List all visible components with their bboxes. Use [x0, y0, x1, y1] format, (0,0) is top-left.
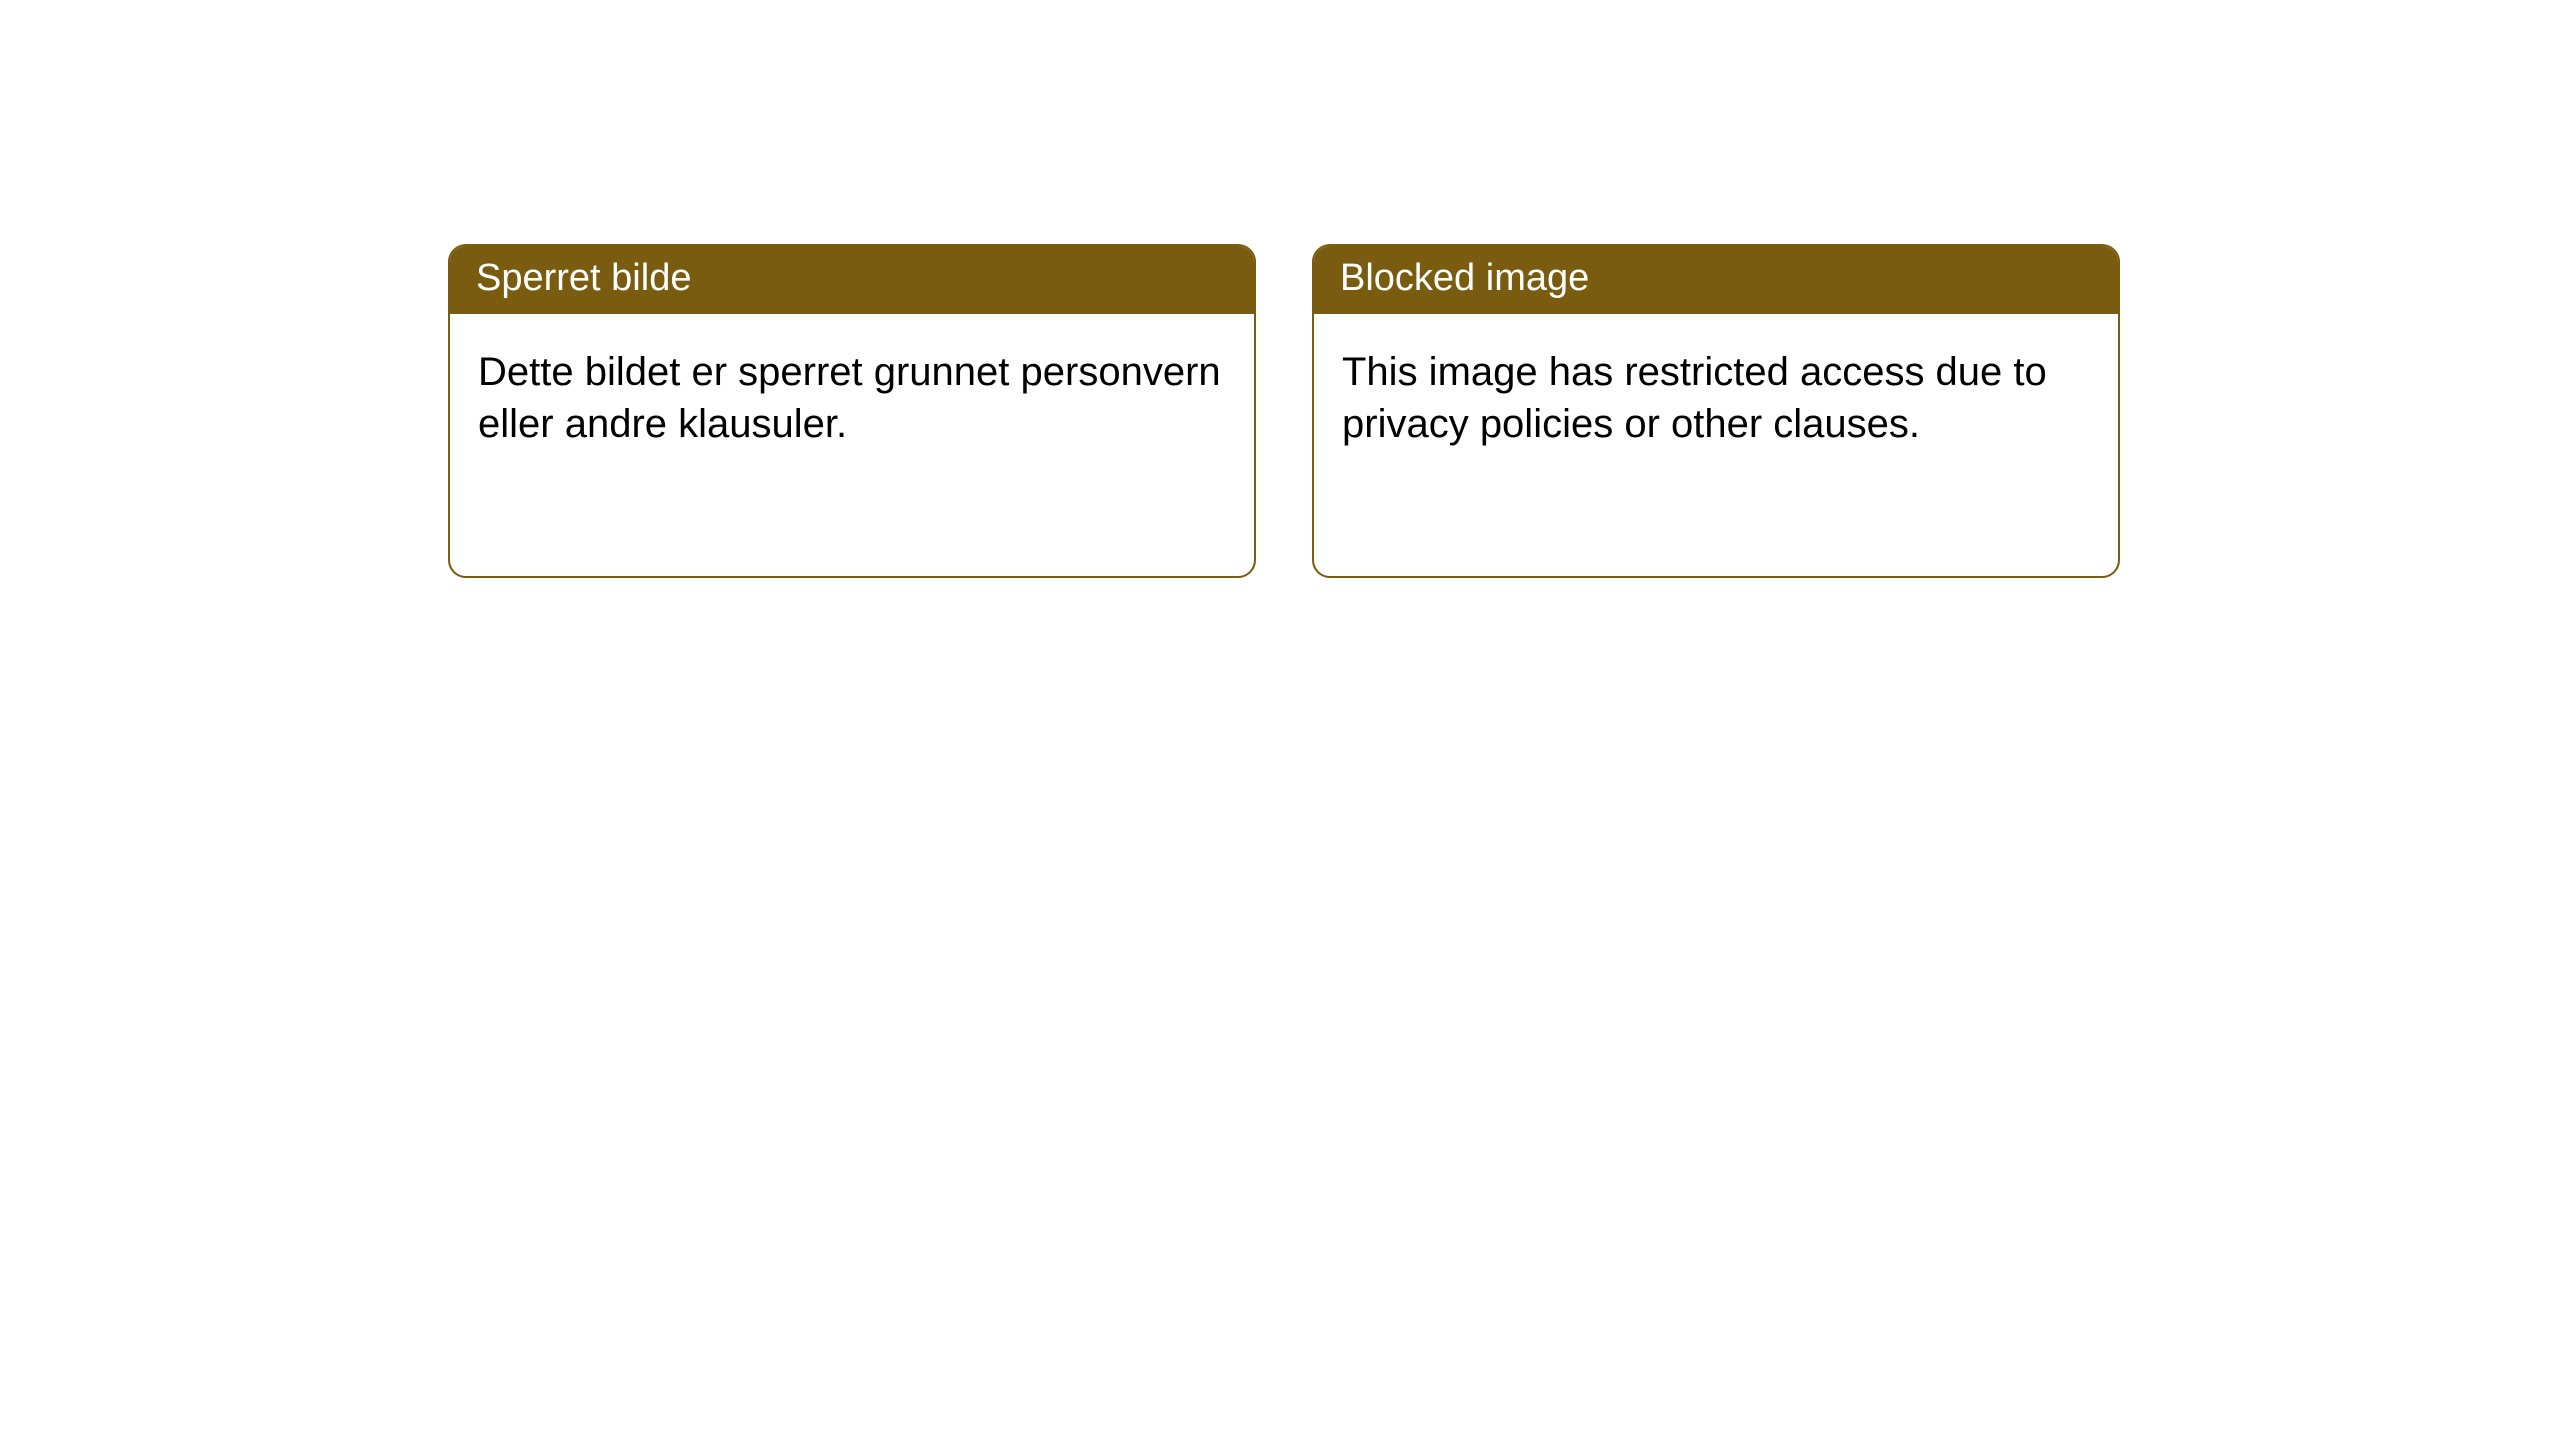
- blocked-image-card-no: Sperret bilde Dette bildet er sperret gr…: [448, 244, 1256, 578]
- card-title-no: Sperret bilde: [450, 246, 1254, 314]
- card-body-en: This image has restricted access due to …: [1314, 314, 2118, 482]
- card-body-no: Dette bildet er sperret grunnet personve…: [450, 314, 1254, 482]
- blocked-image-card-en: Blocked image This image has restricted …: [1312, 244, 2120, 578]
- notice-container: Sperret bilde Dette bildet er sperret gr…: [448, 244, 2120, 578]
- card-title-en: Blocked image: [1314, 246, 2118, 314]
